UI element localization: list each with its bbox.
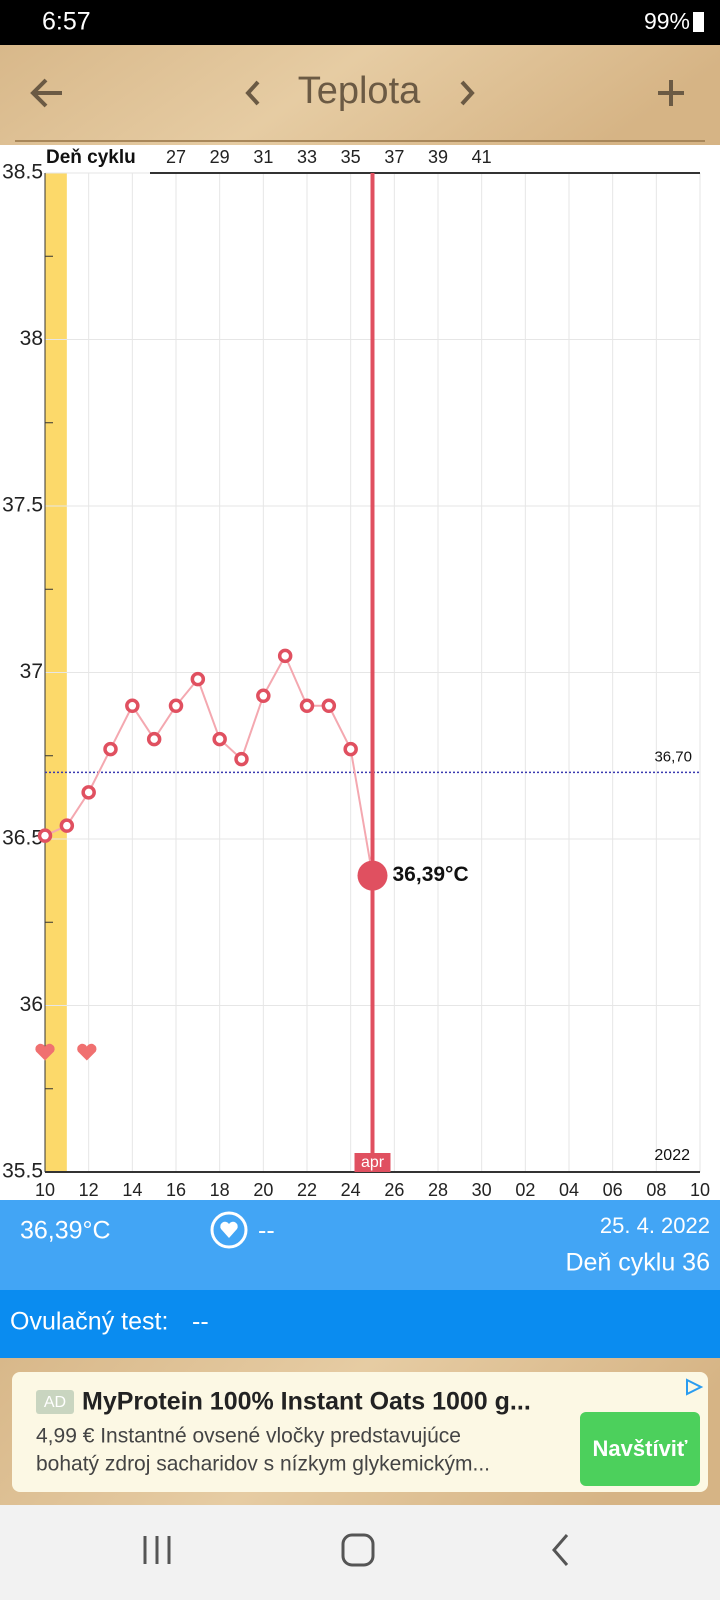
y-tick-label: 35.5: [2, 1160, 43, 1183]
temperature-point: [234, 751, 249, 767]
temperature-point: [190, 671, 206, 687]
ovulation-bar: [0, 1290, 720, 1358]
x-tick-label: 10: [690, 1180, 710, 1200]
x-tick-label: 10: [35, 1180, 55, 1200]
y-tick-label: 37: [20, 660, 43, 683]
cycle-day-label: 33: [297, 147, 317, 167]
temperature-point: [321, 698, 337, 714]
heart-mark: [35, 1043, 55, 1061]
info-cycle-day: Deň cyklu 36: [565, 1249, 710, 1277]
back-button[interactable]: [30, 78, 62, 108]
temperature-line: [44, 653, 374, 876]
y-tick-label: 37.5: [2, 494, 43, 517]
ovulation-value: --: [192, 1308, 209, 1336]
heart-icon[interactable]: [210, 1211, 248, 1249]
month-marker-bg: [354, 1153, 391, 1172]
ovulation-label: Ovulačný test:: [10, 1308, 168, 1336]
x-tick-label: 04: [559, 1180, 579, 1200]
x-tick-label: 28: [428, 1180, 448, 1200]
nav-bar: [0, 1505, 720, 1600]
y-tick-label: 38: [20, 327, 43, 350]
prev-button[interactable]: [245, 80, 260, 106]
x-tick-label: 18: [210, 1180, 230, 1200]
y-tick-label: 36: [20, 993, 43, 1016]
x-tick-label: 14: [122, 1180, 142, 1200]
x-tick-label: 30: [472, 1180, 492, 1200]
ad-title: MyProtein 100% Instant Oats 1000 g...: [82, 1388, 531, 1416]
temperature-point: [343, 741, 358, 757]
x-tick-label: 08: [646, 1180, 666, 1200]
selected-point: [357, 860, 388, 891]
ad-badge: AD: [44, 1394, 66, 1411]
info-intercourse: --: [258, 1217, 275, 1245]
heart-shape: [220, 1221, 238, 1238]
x-tick-label: 22: [297, 1180, 317, 1200]
chart: 10 12 14 16 18 20 22 24 26 28 30 02 04 06 08 1035.53636…: [2, 147, 710, 1200]
cycle-day-label: 27: [166, 147, 186, 167]
ad-button-label: Navštíviť: [593, 1436, 688, 1461]
temperature-point: [146, 731, 162, 747]
ad-card[interactable]: [12, 1372, 708, 1492]
y-tick-label: 38.5: [2, 161, 43, 184]
battery-icon: [693, 12, 704, 32]
y-tick-label: 36.5: [2, 827, 43, 850]
home-button[interactable]: [341, 1533, 375, 1567]
month-label: apr: [361, 1154, 385, 1171]
ad-text: bohatý zdroj sacharidov s nízkym glykemi…: [36, 1453, 490, 1476]
value-label: 36,39°C: [393, 863, 469, 886]
heart-mark: [77, 1043, 97, 1061]
x-tick-label: 26: [384, 1180, 404, 1200]
cycle-day-label: 37: [384, 147, 404, 167]
cycle-day-label: 41: [472, 147, 492, 167]
year-label: 2022: [654, 1147, 690, 1164]
cycle-day-label: 29: [210, 147, 230, 167]
cycle-axis-label: Deň cyklu: [46, 147, 136, 168]
temperature-point: [277, 648, 293, 664]
temperature-point: [81, 785, 96, 800]
temperature-point: [103, 741, 118, 757]
x-tick-label: 02: [515, 1180, 535, 1200]
x-tick-label: 12: [79, 1180, 99, 1200]
cycle-day-label: 31: [253, 147, 273, 167]
ad-choices[interactable]: [686, 1378, 704, 1396]
add-button[interactable]: [658, 80, 684, 106]
cycle-day-label: 39: [428, 147, 448, 167]
x-tick-label: 16: [166, 1180, 186, 1200]
ad-button[interactable]: [580, 1412, 700, 1486]
temperature-point: [168, 698, 184, 714]
temperature-point: [125, 698, 140, 714]
battery: 99%: [644, 8, 690, 34]
ad-text: 4,99 € Instantné ovsené vločky predstavu…: [36, 1425, 461, 1448]
temperature-point: [212, 731, 227, 747]
status-bar: [0, 0, 720, 45]
temperature-point: [59, 818, 75, 833]
x-tick-label: 06: [603, 1180, 623, 1200]
x-tick-label: 20: [253, 1180, 273, 1200]
info-bar: [0, 1200, 720, 1290]
time: 6:57: [42, 8, 91, 36]
info-temperature: 36,39°C: [20, 1217, 111, 1245]
recents-button[interactable]: [143, 1536, 171, 1564]
temperature-point: [299, 698, 315, 714]
reference-label: 36,70: [654, 748, 692, 765]
temperature-point: [256, 688, 271, 704]
next-button[interactable]: [460, 80, 475, 106]
screen-title: Teplota: [298, 70, 421, 112]
app-bar: [0, 45, 720, 145]
ad-badge-bg: [36, 1390, 74, 1414]
back-nav-button[interactable]: [552, 1534, 569, 1566]
x-tick-label: 24: [341, 1180, 361, 1200]
info-date: 25. 4. 2022: [600, 1213, 710, 1238]
cycle-day-label: 35: [341, 147, 361, 167]
temperature-point: [37, 828, 53, 843]
